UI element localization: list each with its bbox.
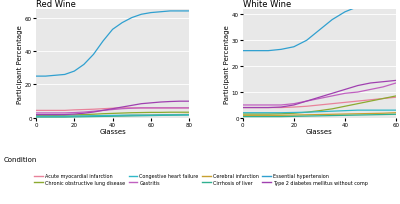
Y-axis label: Participant Percentage: Participant Percentage (18, 25, 24, 103)
Text: Red Wine: Red Wine (36, 0, 76, 9)
X-axis label: Glasses: Glasses (306, 129, 333, 135)
Text: White Wine: White Wine (243, 0, 291, 9)
Y-axis label: Participant Percentage: Participant Percentage (224, 25, 230, 103)
X-axis label: Glasses: Glasses (99, 129, 126, 135)
Text: Condition: Condition (4, 156, 37, 162)
Legend: Acute myocardial infarction, Chronic obstructive lung disease, Congestive heart : Acute myocardial infarction, Chronic obs… (34, 173, 368, 185)
